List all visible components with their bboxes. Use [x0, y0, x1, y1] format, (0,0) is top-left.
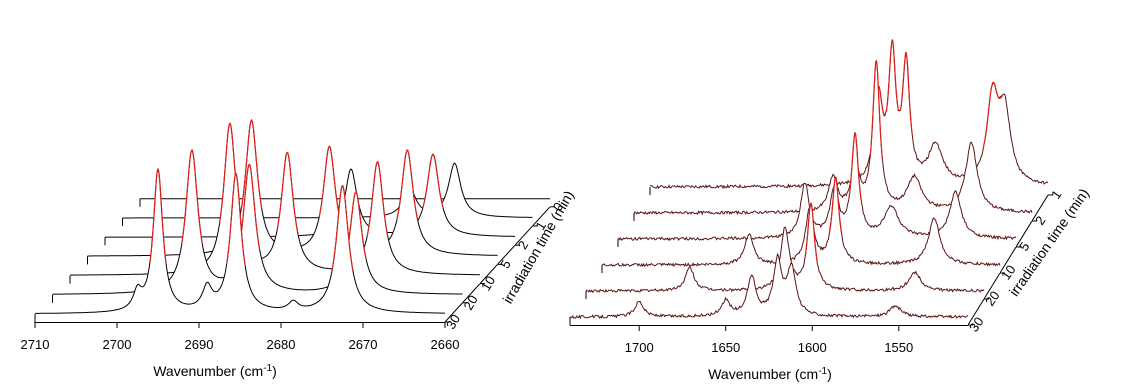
peak-highlight	[226, 172, 246, 266]
z-tick-label: 30	[443, 312, 463, 332]
z-tick-label: 20	[460, 293, 480, 313]
series-line-30	[569, 252, 969, 320]
peak-highlight	[318, 145, 341, 218]
x-tick-label: 2710	[21, 337, 50, 352]
z-tick-label: 5	[497, 257, 514, 271]
peak-highlight	[276, 151, 299, 233]
x-tick-label: 1600	[798, 340, 827, 355]
z-tick-label: 2	[1032, 213, 1048, 228]
peak-highlight	[422, 153, 444, 210]
x-tick-label: 2670	[349, 337, 378, 352]
z-tick-label: 10	[998, 262, 1019, 282]
x-tick-label: 1550	[884, 340, 913, 355]
peak-highlight	[331, 184, 354, 271]
peak-highlight	[899, 51, 913, 135]
right-waterfall-chart: 1700 1650 1600 1550 Wavenumber (cm-1) 125 10 20…	[569, 39, 1092, 383]
peak-highlight	[238, 163, 261, 250]
series-occluder	[52, 150, 463, 303]
peak-highlight	[396, 149, 419, 221]
x-tick-label: 2690	[185, 337, 214, 352]
x-tick-label: 2660	[431, 337, 460, 352]
x-tick-label: 2680	[267, 337, 296, 352]
series-occluder	[602, 177, 1000, 273]
peak-highlight	[848, 132, 862, 201]
peak-highlight	[149, 168, 167, 264]
x-axis-title: Wavenumber (cm-1)	[708, 366, 832, 383]
series-occluder	[586, 205, 984, 299]
series-line-10	[70, 122, 480, 276]
left-waterfall-chart: 2710 2700 2690 2680 2670 2660 Wavenumber (cm-1…	[21, 118, 577, 380]
series-line-2	[105, 153, 515, 238]
peak-highlight	[240, 119, 263, 210]
series-line-10	[601, 176, 1001, 268]
z-tick-label: 10	[478, 273, 498, 293]
peak-highlight	[804, 202, 818, 261]
peak-highlight	[366, 161, 389, 237]
x-tick-label: 1700	[625, 340, 654, 355]
series-line-1	[649, 39, 1049, 190]
x-tick-label: 2700	[103, 337, 132, 352]
peak-highlight	[982, 81, 1003, 150]
x-axis-title: Wavenumber (cm-1)	[153, 363, 277, 380]
x-tick-label: 1650	[711, 340, 740, 355]
z-tick-label: 5	[1016, 239, 1032, 254]
peak-highlight	[885, 39, 899, 113]
peak-highlight	[181, 149, 203, 246]
series-occluder	[650, 39, 1048, 195]
series-line-5	[617, 132, 1017, 242]
series-line-20	[585, 204, 985, 294]
series-line-2	[633, 61, 1033, 216]
z-axis-line	[967, 194, 1049, 326]
series-occluder	[570, 254, 968, 325]
z-tick-label: 20	[982, 288, 1003, 308]
z-tick-label: 30	[966, 314, 987, 334]
z-tick-label: 1	[1048, 187, 1064, 202]
series-occluder	[105, 154, 515, 246]
peak-highlight	[869, 59, 883, 159]
series-occluder	[35, 169, 445, 322]
peak-highlight	[829, 176, 843, 235]
series-occluder	[70, 123, 480, 284]
